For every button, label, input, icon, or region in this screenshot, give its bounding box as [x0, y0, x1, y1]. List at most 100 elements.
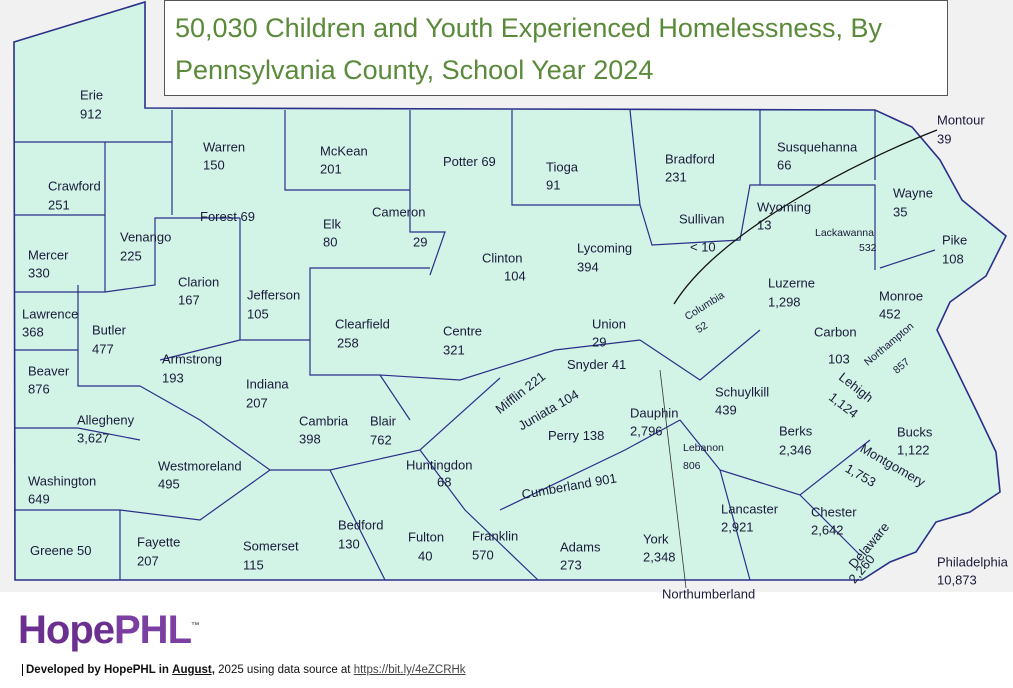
county-value: 273 [560, 557, 582, 572]
county-name: Clarion [178, 274, 219, 289]
county-value: 207 [137, 553, 159, 568]
county-value: 29 [413, 234, 427, 249]
county-value: 104 [504, 268, 526, 283]
county-value: 105 [247, 306, 269, 321]
county-name: Huntingdon [406, 457, 473, 472]
county-name: Snyder [567, 357, 609, 372]
county-value: 806 [683, 460, 701, 472]
county-name: Erie [80, 87, 103, 102]
county-name: Perry [548, 428, 580, 443]
county-borders [14, 109, 936, 581]
county-name: Berks [779, 423, 813, 438]
county-value: 912 [80, 106, 102, 121]
county-name: Fulton [408, 529, 444, 544]
county-label: Perry 138 [548, 428, 604, 443]
state-outline [13, 0, 1008, 581]
county-name: Montour [937, 112, 985, 127]
county-label: Potter 69 [443, 154, 496, 169]
county-name: Pike [942, 232, 967, 247]
county-label: Forest 69 [200, 209, 255, 224]
county-name: Chester [811, 504, 857, 519]
county-name: Wayne [893, 185, 933, 200]
montour-callout [673, 129, 938, 305]
county-name: Clearfield [335, 316, 390, 331]
county-value: 207 [246, 395, 268, 410]
title-line: Pennsylvania County, School Year 2024 [175, 55, 654, 85]
county-value: 80 [323, 234, 337, 249]
county-name: Franklin [472, 528, 518, 543]
county-name: Adams [560, 539, 601, 554]
county-value: 876 [28, 381, 50, 396]
county-name: Union [592, 316, 626, 331]
county-name: Forest [200, 209, 237, 224]
county-value: 193 [162, 370, 184, 385]
county-name: Bucks [897, 424, 933, 439]
county-value: 103 [828, 351, 850, 366]
county-name: Carbon [814, 324, 857, 339]
county-name: McKean [320, 143, 368, 158]
county-name: Schuylkill [715, 384, 769, 399]
county-name: Wyoming [757, 199, 811, 214]
county-value: 91 [546, 177, 560, 192]
county-name: Northumberland [662, 586, 755, 600]
county-value: 398 [299, 431, 321, 446]
county-name: Venango [120, 229, 171, 244]
county-name: Philadelphia [937, 554, 1009, 569]
county-name: York [643, 531, 669, 546]
title-box: 50,030 Children and Youth Experienced Ho… [164, 0, 948, 96]
source-link[interactable]: https://bit.ly/4eZCRHk [353, 664, 466, 676]
county-value: 901 [594, 471, 618, 490]
map: Erie 912 Warren 150 McKean 201 Potter 69 Tioga 9… [0, 0, 1013, 600]
county-name: Armstrong [162, 351, 222, 366]
county-value: 330 [28, 265, 50, 280]
county-name: Dauphin [630, 405, 678, 420]
county-value: 1,122 [897, 442, 930, 457]
county-label: Snyder 41 [567, 357, 626, 372]
county-value: 35 [893, 204, 907, 219]
county-name: Lancaster [721, 501, 779, 516]
county-name: Somerset [243, 538, 299, 553]
logo-text: PHL [114, 608, 192, 652]
county-name: Lawrence [22, 306, 78, 321]
county-value: 2,642 [811, 522, 844, 537]
county-value: 2,796 [630, 423, 663, 438]
county-value: 10,873 [937, 572, 977, 587]
county-value: 649 [28, 491, 50, 506]
county-value: 394 [577, 259, 599, 274]
county-value: 570 [472, 547, 494, 562]
county-value: 2,921 [721, 519, 754, 534]
county-name: Lebanon [683, 442, 724, 454]
county-value: 52 [694, 319, 710, 335]
county-name: Warren [203, 139, 245, 154]
county-name: Washington [28, 473, 96, 488]
county-value: 66 [777, 157, 791, 172]
footer-text: 2025 using data source at [218, 664, 351, 676]
county-name: Lackawanna [815, 227, 874, 239]
county-value: 225 [120, 248, 142, 263]
logo-text: Hope [18, 608, 115, 652]
county-name: Fayette [137, 534, 180, 549]
county-value: 13 [757, 217, 771, 232]
county-value: 762 [370, 432, 392, 447]
county-name: Sullivan [679, 211, 725, 226]
county-value: 167 [178, 292, 200, 307]
logo-trademark: ™ [191, 620, 200, 631]
county-name: Greene [30, 543, 73, 558]
logo: HopePHL™ [18, 608, 200, 653]
county-name: Cambria [299, 413, 349, 428]
northumberland-callout [659, 369, 687, 589]
county-value: 477 [92, 341, 114, 356]
county-name: Lycoming [577, 240, 632, 255]
county-value: 150 [203, 157, 225, 172]
footer-month: August, [172, 664, 215, 676]
county-value: 439 [715, 402, 737, 417]
county-value: 201 [320, 161, 342, 176]
county-value: 115 [243, 557, 264, 572]
county-value: 40 [418, 548, 432, 563]
county-value: 368 [22, 324, 44, 339]
footer-text: Developed by HopePHL in [26, 664, 169, 676]
county-value: 2,346 [779, 442, 812, 457]
county-name: Luzerne [768, 275, 815, 290]
county-name: Bedford [338, 517, 384, 532]
county-name: Mercer [28, 247, 69, 262]
